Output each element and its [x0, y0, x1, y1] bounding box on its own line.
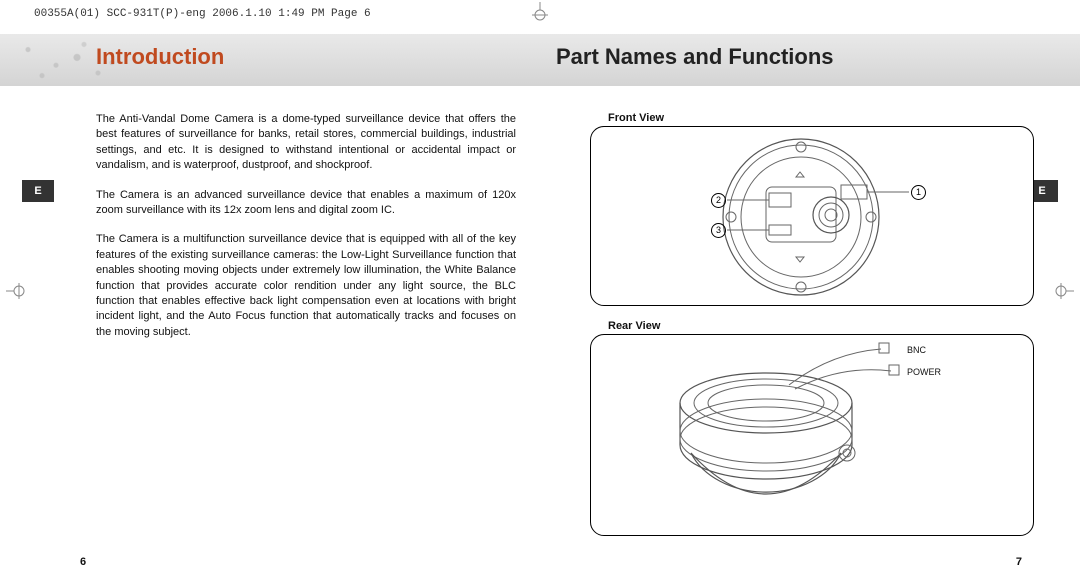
rear-view-diagram [591, 335, 1033, 535]
callout-2: 2 [711, 193, 726, 208]
front-view-diagram [591, 127, 1033, 305]
intro-p2: The Camera is an advanced surveillance d… [96, 188, 516, 219]
intro-p3: The Camera is a multifunction surveillan… [96, 232, 516, 340]
page-number-right: 7 [1016, 556, 1022, 568]
crop-mark-right [1054, 276, 1074, 306]
title-bar: Introduction Part Names and Functions [0, 34, 1080, 86]
intro-text: The Anti-Vandal Dome Camera is a dome-ty… [96, 112, 516, 354]
rear-view-label: Rear View [590, 320, 1040, 332]
edge-tab-left: E [22, 180, 54, 202]
front-view-box: 1 2 3 [590, 126, 1034, 306]
title-part-names: Part Names and Functions [556, 44, 834, 70]
crop-mark-top [525, 2, 555, 22]
front-view-label: Front View [590, 112, 1040, 124]
label-bnc: BNC [907, 345, 926, 355]
page-number-left: 6 [80, 556, 86, 568]
label-power: POWER [907, 367, 941, 377]
title-introduction: Introduction [96, 44, 224, 70]
callout-1: 1 [911, 185, 926, 200]
rear-view-box: BNC POWER [590, 334, 1034, 536]
callout-3: 3 [711, 223, 726, 238]
crop-mark-left [6, 276, 26, 306]
intro-p1: The Anti-Vandal Dome Camera is a dome-ty… [96, 112, 516, 174]
